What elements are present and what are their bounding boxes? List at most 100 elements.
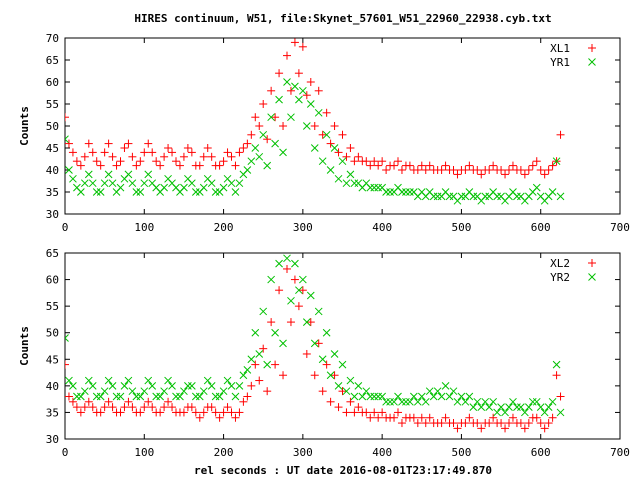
- data-point: [544, 403, 553, 411]
- data-point: [409, 413, 418, 422]
- data-point: [88, 403, 97, 412]
- x-tick-label: 700: [610, 446, 630, 459]
- data-point: [314, 108, 323, 117]
- data-point: [219, 408, 228, 417]
- legend-label: XL2: [550, 257, 570, 270]
- data-point: [180, 387, 188, 396]
- data-point: [76, 161, 85, 170]
- data-point: [326, 371, 335, 380]
- data-point: [338, 157, 347, 166]
- data-point: [441, 161, 450, 170]
- data-point: [156, 408, 165, 417]
- data-point: [397, 166, 406, 174]
- data-point: [88, 148, 97, 157]
- y-axis-label: Counts: [18, 106, 31, 146]
- data-point: [88, 382, 97, 390]
- x-tick-label: 200: [214, 446, 234, 459]
- x-tick-label: 200: [214, 221, 234, 234]
- data-point: [290, 275, 299, 284]
- data-point: [175, 161, 184, 170]
- data-point: [124, 170, 133, 179]
- y-tick-label: 55: [46, 98, 59, 111]
- data-point: [65, 139, 73, 148]
- data-point: [116, 408, 125, 417]
- data-point: [397, 419, 406, 428]
- data-point: [469, 192, 478, 201]
- data-point: [279, 339, 287, 348]
- data-point: [556, 192, 565, 201]
- data-point: [235, 408, 244, 417]
- data-points: [65, 254, 565, 433]
- data-point: [461, 397, 470, 406]
- data-point: [390, 397, 398, 406]
- data-point: [290, 38, 299, 47]
- data-point: [302, 349, 311, 358]
- data-point: [259, 344, 268, 353]
- data-point: [410, 392, 418, 401]
- data-point: [350, 408, 359, 417]
- data-point: [536, 166, 545, 174]
- data-point: [532, 397, 541, 406]
- data-point: [65, 376, 73, 385]
- data-point: [516, 419, 525, 428]
- data-point: [108, 403, 117, 412]
- data-point: [231, 413, 240, 422]
- data-point: [314, 307, 323, 316]
- data-point: [302, 91, 311, 100]
- data-point: [231, 392, 240, 401]
- data-point: [295, 286, 303, 295]
- data-point: [295, 95, 303, 104]
- x-tick-label: 0: [62, 446, 69, 459]
- data-point: [136, 392, 145, 401]
- data-point: [100, 148, 109, 157]
- data-point: [164, 397, 173, 406]
- data-point: [65, 360, 69, 369]
- data-point: [227, 408, 236, 417]
- data-point: [267, 113, 275, 122]
- data-point: [461, 166, 470, 174]
- data-point: [152, 157, 161, 166]
- data-point: [508, 413, 517, 422]
- data-point: [501, 424, 510, 433]
- data-point: [469, 403, 478, 411]
- data-point: [346, 144, 355, 152]
- data-point: [112, 161, 121, 170]
- data-point: [160, 183, 168, 192]
- data-point: [128, 387, 137, 396]
- data-point: [306, 291, 315, 300]
- data-point: [84, 170, 93, 179]
- data-point: [116, 183, 125, 192]
- data-point: [354, 403, 363, 412]
- data-point: [271, 113, 280, 122]
- data-point: [168, 148, 177, 157]
- x-tick-label: 500: [451, 446, 471, 459]
- data-point: [259, 307, 268, 316]
- y-tick-label: 40: [46, 380, 59, 393]
- data-point: [199, 408, 208, 417]
- data-point: [140, 148, 149, 157]
- x-tick-label: 600: [531, 221, 551, 234]
- data-point: [251, 113, 260, 122]
- y-tick-label: 50: [46, 327, 59, 340]
- data-point: [437, 392, 446, 401]
- y-tick-label: 30: [46, 433, 59, 446]
- data-point: [493, 408, 501, 417]
- data-point: [267, 318, 276, 327]
- series-XL1: [65, 38, 565, 179]
- data-point: [489, 161, 498, 170]
- x-tick-label: 100: [134, 221, 154, 234]
- data-point: [160, 403, 169, 412]
- data-point: [489, 397, 497, 406]
- y-tick-label: 30: [46, 208, 59, 221]
- data-point: [80, 152, 89, 161]
- data-point: [445, 392, 454, 401]
- data-point: [437, 166, 446, 174]
- data-point: [152, 392, 161, 401]
- data-point: [556, 408, 565, 417]
- data-point: [223, 403, 232, 412]
- data-point: [235, 179, 244, 188]
- data-point: [521, 408, 529, 417]
- data-point: [489, 413, 498, 422]
- data-point: [116, 392, 125, 401]
- data-point: [524, 166, 533, 174]
